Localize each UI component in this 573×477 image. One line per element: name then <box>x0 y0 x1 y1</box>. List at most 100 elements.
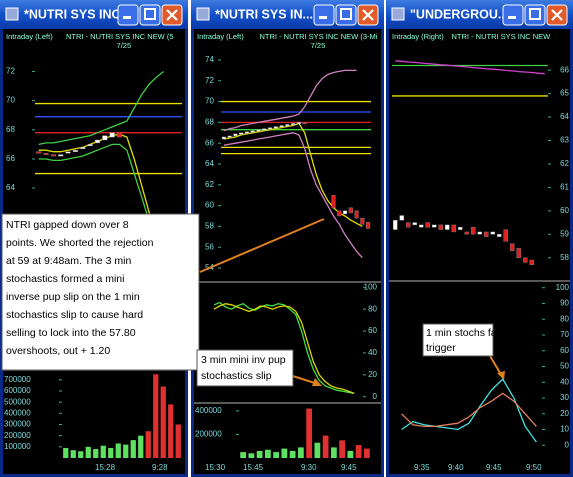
x-tick-label: 9:45 <box>486 463 502 472</box>
volume-bar <box>306 408 313 458</box>
candle-body <box>477 231 483 235</box>
header-mode: Intraday (Right) <box>392 32 444 41</box>
candle-body <box>464 231 470 235</box>
note-line: points. We shorted the rejection <box>6 237 154 249</box>
header-symbol: NTRI - NUTRI SYS INC NEW (3-Mi <box>260 32 378 41</box>
candle-body <box>522 257 528 263</box>
candle-body <box>405 222 411 228</box>
y-tick-label: 40 <box>368 348 377 357</box>
note-line: 1 min stochs failure <box>426 327 517 339</box>
candle-body <box>444 224 450 230</box>
app-icon <box>391 7 405 21</box>
y-tick-label: 56 <box>205 242 214 251</box>
candle-body <box>337 210 342 217</box>
candle-body <box>244 131 250 134</box>
y-tick-label: 66 <box>205 138 214 147</box>
note-line: trigger <box>426 342 456 354</box>
series-line <box>38 133 165 262</box>
y-tick-label: 40 <box>560 377 569 386</box>
x-tick-label: 15:30 <box>205 463 226 472</box>
window-title: "UNDERGROU... <box>410 7 508 21</box>
arrow <box>199 218 325 273</box>
candle-body <box>503 229 509 242</box>
y-tick-label: 100000 <box>4 442 31 451</box>
glyph <box>551 9 563 21</box>
glyph <box>144 8 156 20</box>
note-line: stochastics slip to cause hard <box>6 309 143 321</box>
candle-body <box>392 220 398 230</box>
candle-body <box>342 210 348 215</box>
y-tick-label: 62 <box>560 159 569 168</box>
candle-body <box>354 210 359 219</box>
y-tick-label: 80 <box>560 314 569 323</box>
glyph <box>508 16 516 19</box>
minimize-button[interactable] <box>502 4 524 26</box>
minimize-button[interactable] <box>313 4 335 26</box>
volume-bar <box>314 442 321 458</box>
candle-body <box>457 227 463 230</box>
y-tick-label: 70 <box>560 330 569 339</box>
volume-bar <box>100 445 106 458</box>
glyph <box>529 8 541 20</box>
note-line: stochastics formed a mini <box>6 273 124 285</box>
candle-body <box>279 125 284 128</box>
header-date: 7/25 <box>311 41 326 50</box>
y-tick-label: 500000 <box>4 397 31 406</box>
header-symbol: NTRI - NUTRI SYS INC NEW (5 <box>66 32 174 41</box>
annotations: NTRI gapped down over 8 points. We short… <box>1 213 517 387</box>
candle-body <box>250 130 255 133</box>
candle-body <box>399 215 405 221</box>
glyph <box>340 8 352 20</box>
x-tick-label: 9:40 <box>448 463 464 472</box>
volume-bar <box>108 447 114 458</box>
window-title: *NUTRI SYS INC... <box>24 7 131 21</box>
window-body <box>194 29 381 474</box>
volume-bar <box>297 447 304 458</box>
y-tick-label: 68 <box>6 125 15 134</box>
volume-bar <box>355 445 362 458</box>
y-tick-label: 63 <box>560 136 569 145</box>
glyph <box>319 16 327 19</box>
candle-body <box>50 154 56 157</box>
x-tick-label: 15:28 <box>95 463 116 472</box>
y-tick-label: 60 <box>560 206 569 215</box>
y-tick-label: 200000 <box>4 431 31 440</box>
series-line <box>213 301 355 395</box>
y-tick-label: 72 <box>6 67 15 76</box>
series-line <box>395 60 545 75</box>
y-tick-label: 400000 <box>4 408 31 417</box>
note-line: NTRI gapped down over 8 <box>6 219 129 231</box>
glyph <box>166 9 178 21</box>
series-line <box>223 69 357 132</box>
y-tick-label: 64 <box>6 183 15 192</box>
minimize-button[interactable] <box>117 4 139 26</box>
candle-body <box>496 234 502 237</box>
candle-body <box>412 222 418 226</box>
y-tick-label: 65 <box>560 89 569 98</box>
y-tick-label: 100 <box>556 283 570 292</box>
volume-bar <box>123 444 129 458</box>
candle-body <box>451 224 457 233</box>
series-line <box>213 303 355 395</box>
candle-body <box>291 123 296 126</box>
volume-bar <box>289 450 296 458</box>
volume-bar <box>339 440 346 458</box>
candle-body <box>509 243 515 251</box>
note-line: selling to lock into the 57.80 <box>6 327 136 339</box>
y-tick-label: 68 <box>205 117 214 126</box>
candle-body <box>262 128 267 131</box>
header-mode: Intraday (Left) <box>6 32 53 41</box>
x-tick-label: 15:45 <box>243 463 264 472</box>
x-tick-label: 9:30 <box>301 463 317 472</box>
candle-body <box>43 152 49 155</box>
y-tick-label: 0 <box>373 392 378 401</box>
volume-bar <box>93 449 99 458</box>
y-tick-label: 60 <box>368 326 377 335</box>
y-tick-label: 72 <box>205 76 214 85</box>
candle-body <box>256 129 261 132</box>
candle-body <box>483 231 489 237</box>
candle-body <box>221 136 226 140</box>
candle-body <box>94 139 101 144</box>
series-line <box>223 132 363 259</box>
